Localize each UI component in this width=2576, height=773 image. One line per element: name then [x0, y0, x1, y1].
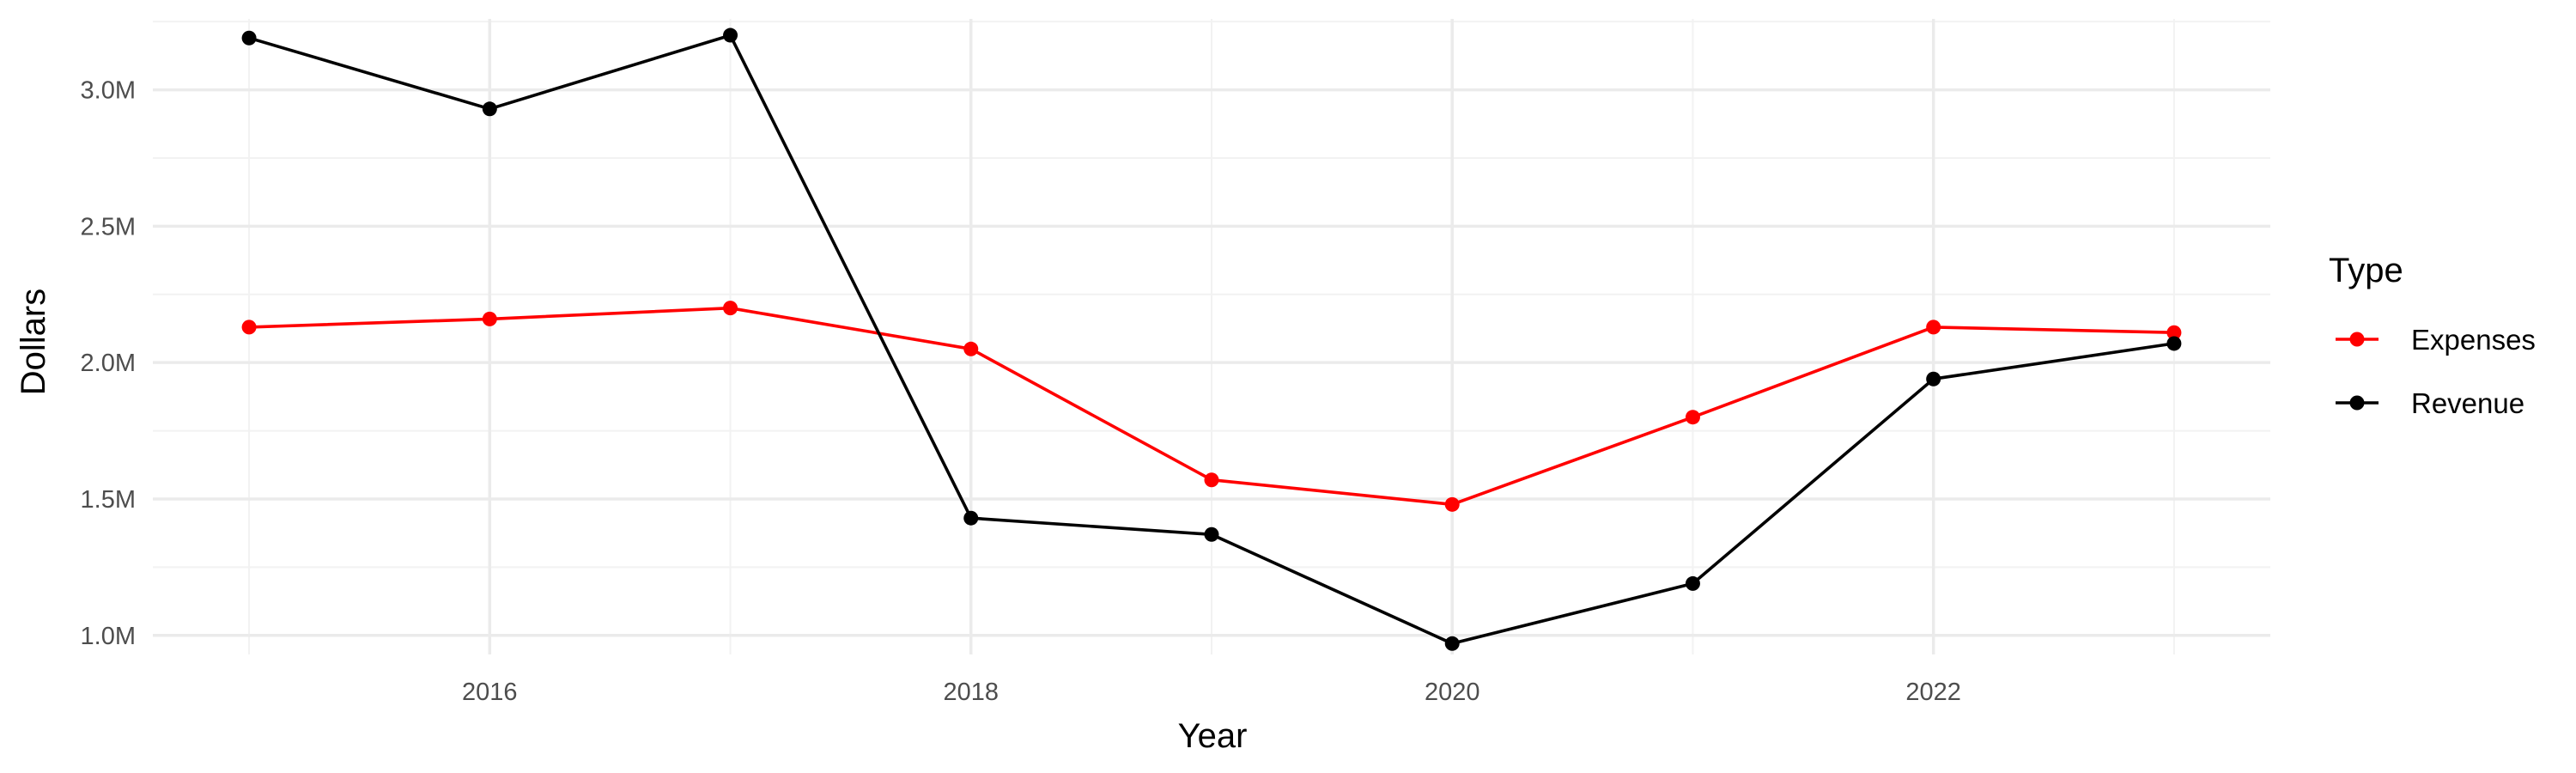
legend-label-expenses: Expenses: [2411, 324, 2536, 356]
x-tick-label: 2022: [1905, 679, 1961, 706]
expenses-point: [1444, 496, 1460, 512]
revenue-point: [241, 30, 257, 46]
y-axis-tick-labels: 1.0M 1.5M 2.0M 2.5M 3.0M: [81, 77, 136, 650]
expenses-point: [482, 311, 497, 326]
expenses-point: [241, 320, 257, 335]
y-tick-label: 2.5M: [81, 213, 136, 240]
revenue-point: [1685, 575, 1700, 591]
revenue-point: [1204, 526, 1219, 542]
legend-title: Type: [2329, 252, 2403, 289]
revenue-point: [1444, 636, 1460, 651]
expenses-point: [2166, 325, 2182, 340]
legend: Type Expenses Revenue: [2329, 252, 2536, 419]
legend-label-revenue: Revenue: [2411, 387, 2524, 419]
y-axis-title: Dollars: [15, 289, 52, 395]
expenses-point: [1685, 410, 1700, 425]
legend-items: Expenses Revenue: [2336, 324, 2536, 419]
y-tick-label: 1.0M: [81, 623, 136, 650]
x-tick-label: 2020: [1425, 679, 1480, 706]
major-gridlines: [153, 19, 2270, 654]
expenses-point: [963, 341, 979, 356]
revenue-point: [2166, 336, 2182, 351]
expenses-point: [723, 301, 738, 316]
revenue-point: [482, 101, 497, 117]
minor-gridlines: [153, 19, 2270, 654]
x-tick-label: 2016: [462, 679, 518, 706]
x-tick-label: 2018: [944, 679, 999, 706]
y-tick-label: 3.0M: [81, 77, 136, 105]
series-points: [241, 27, 2182, 651]
x-axis-tick-labels: 2016 2018 2020 2022: [462, 679, 1961, 706]
y-tick-label: 2.0M: [81, 350, 136, 377]
legend-key-expenses: [2336, 332, 2379, 347]
expenses-point: [1204, 472, 1219, 488]
revenue-point: [963, 510, 979, 526]
legend-key-revenue: [2336, 395, 2379, 411]
expenses-point: [1926, 320, 1941, 335]
x-axis-title: Year: [1178, 717, 1248, 755]
revenue-point: [1926, 371, 1941, 386]
revenue-point: [723, 27, 738, 43]
y-tick-label: 1.5M: [81, 486, 136, 514]
